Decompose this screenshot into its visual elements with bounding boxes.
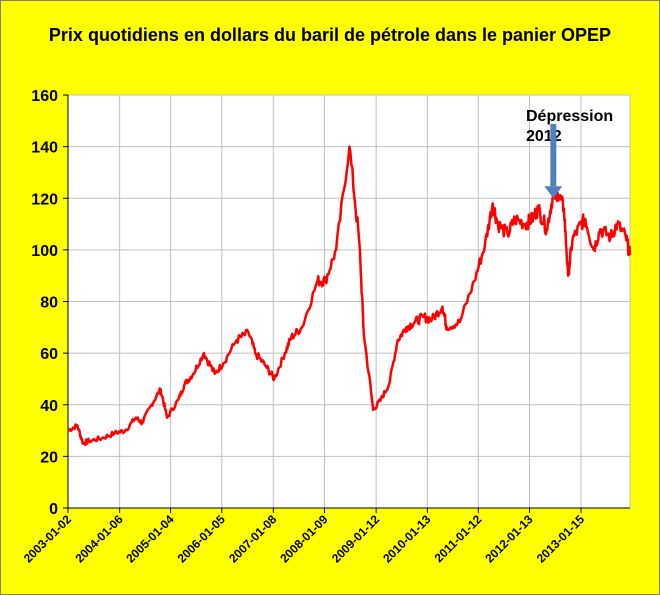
x-tick-label: 2010-01-13 <box>380 512 434 566</box>
annotation-arrow-head <box>544 186 563 199</box>
annotation-arrow-shaft <box>550 124 557 187</box>
y-tick-label: 0 <box>49 501 58 518</box>
x-tick-label: 2003-01-02 <box>21 512 75 566</box>
price-series-line <box>67 145 632 447</box>
annotation-line1: Dépression <box>526 108 613 125</box>
annotations: Dépression 2012 <box>526 108 613 199</box>
y-tick-label: 40 <box>40 398 58 415</box>
x-tick-label: 2008-01-09 <box>277 512 331 566</box>
y-ticks: 0 20 40 60 80 100 120 140 160 <box>31 88 68 518</box>
x-tick-label: 2005-01-04 <box>123 512 177 566</box>
y-tick-label: 60 <box>40 346 58 363</box>
x-tick-label: 2004-01-06 <box>72 512 126 566</box>
y-tick-label: 100 <box>31 243 58 260</box>
x-tick-label: 2006-01-05 <box>175 512 229 566</box>
y-tick-label: 160 <box>31 88 58 105</box>
x-tick-label: 2011-01-12 <box>432 512 485 565</box>
series <box>67 145 632 447</box>
y-tick-label: 80 <box>40 295 58 312</box>
chart-title: Prix quotidiens en dollars du baril de p… <box>48 25 612 45</box>
x-tick-label: 2007-01-08 <box>226 512 280 566</box>
annotation-line2: 2012 <box>526 128 562 145</box>
y-tick-label: 20 <box>40 449 58 466</box>
y-tick-label: 140 <box>31 140 58 157</box>
x-tick-label: 2009-01-12 <box>329 512 383 566</box>
x-ticks: 2003-01-022004-01-062005-01-042006-01-05… <box>21 508 588 566</box>
x-tick-label: 2012-01-13 <box>482 512 536 566</box>
x-tick-label: 2013-01-15 <box>534 512 588 566</box>
y-tick-label: 120 <box>31 191 58 208</box>
